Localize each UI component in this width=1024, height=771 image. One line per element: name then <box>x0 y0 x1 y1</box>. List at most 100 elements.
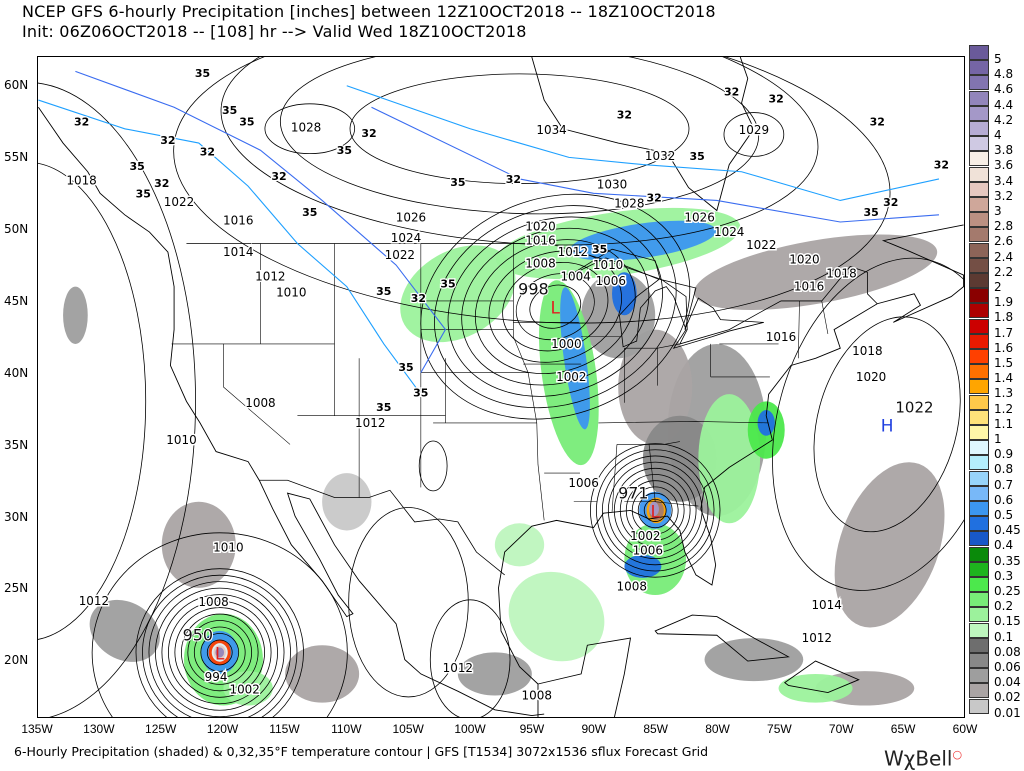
isobar-contour <box>279 57 760 215</box>
high-pressure-value: 1022 <box>895 398 933 416</box>
isobar-contour <box>155 587 285 717</box>
colorbar-label: 0.45 <box>994 523 1021 538</box>
colorbar-label: 3.8 <box>994 143 1014 158</box>
colorbar-label: 1.1 <box>994 416 1014 431</box>
temperature-label: 35 <box>450 176 465 189</box>
isobar-contour <box>433 205 677 409</box>
colorbar-label: 2 <box>994 280 1002 294</box>
temperature-label: 32 <box>870 116 885 129</box>
isobar-contour <box>142 574 298 717</box>
isobar-label: 1024 <box>714 225 744 239</box>
state-border <box>598 421 769 424</box>
low-pressure-marker: L <box>551 298 561 318</box>
lon-tick-label: 65W <box>890 722 916 736</box>
colorbar-label: 1.2 <box>994 401 1014 416</box>
colorbar-swatch <box>969 273 989 288</box>
temperature-label: 35 <box>413 387 428 400</box>
colorbar-swatch <box>969 379 989 395</box>
colorbar-label: 1.7 <box>994 325 1014 340</box>
wxbell-logo: WχBell○ <box>884 746 963 771</box>
lon-tick-label: 70W <box>828 722 854 736</box>
chart-subtitle: Init: 06Z06OCT2018 -- [108] hr --> Valid… <box>22 22 527 41</box>
lon-tick-label: 115W <box>269 722 300 736</box>
low-pressure-value: 950 <box>183 625 213 644</box>
colorbar-swatch <box>969 531 989 547</box>
colorbar-swatch <box>969 425 989 440</box>
precip-area <box>693 234 938 310</box>
colorbar-label: 4.8 <box>994 67 1014 82</box>
isobar-label: 1010 <box>593 258 623 272</box>
colorbar-swatch <box>969 516 989 532</box>
isobar-contour <box>613 467 697 553</box>
colorbar-swatch <box>969 105 989 121</box>
temperature-label: 32 <box>647 192 662 205</box>
isobar-contour <box>447 216 663 397</box>
colorbar-swatch <box>969 592 989 608</box>
isobar-contour <box>349 73 690 184</box>
isobar-contour <box>193 626 246 679</box>
lon-tick-label: 120W <box>206 722 239 736</box>
isobar-label: 1006 <box>633 544 663 558</box>
colorbar-swatch <box>969 151 989 167</box>
isobar-label: 1024 <box>391 231 421 245</box>
isobar-label: 1008 <box>525 257 555 271</box>
low-pressure-value: 971 <box>618 483 648 502</box>
us-canada-border <box>186 237 878 345</box>
isobar-label: 1000 <box>551 337 581 351</box>
isobar-contour <box>631 486 679 535</box>
temperature-label: 32 <box>411 292 426 305</box>
isobar-label: 1016 <box>525 234 555 248</box>
isobar-contour <box>601 455 709 566</box>
state-border <box>624 343 680 349</box>
temperature-label: 35 <box>398 361 413 374</box>
colorbar-label: 0.4 <box>994 538 1014 553</box>
isobar-contour <box>418 440 448 492</box>
isobar-contour <box>529 284 582 329</box>
colorbar-label: 0.7 <box>994 477 1014 492</box>
lat-tick-label: 55N <box>4 149 29 164</box>
isobar-contour <box>220 57 819 246</box>
colorbar-label: 0.2 <box>994 599 1014 614</box>
precip-area <box>834 462 945 628</box>
colorbar-swatch <box>969 257 989 273</box>
state-border <box>611 444 618 512</box>
isobar-label: 1020 <box>789 252 819 266</box>
temperature-label: 35 <box>337 144 352 157</box>
lon-tick-label: 130W <box>83 722 115 736</box>
temperature-contour <box>371 106 940 223</box>
isobar-label: 1030 <box>597 178 627 192</box>
colorbar-swatch <box>969 607 989 623</box>
great-lakes-outline <box>567 248 764 349</box>
isobar-contour <box>173 57 891 324</box>
west-coastline <box>38 106 545 717</box>
colorbar-swatch <box>969 303 989 319</box>
colorbar-label: 0.5 <box>994 508 1014 522</box>
colorbar-swatch <box>969 333 989 349</box>
isobar-label: 1008 <box>198 595 228 609</box>
low-pressure-marker: L <box>650 501 660 521</box>
isobar-contour <box>488 250 622 363</box>
chart-title: NCEP GFS 6-hourly Precipitation [inches]… <box>22 2 716 21</box>
isobar-contour <box>429 599 511 717</box>
us-mexico-border <box>259 479 505 576</box>
temperature-contour <box>38 99 422 395</box>
colorbar-label: 0.8 <box>994 462 1014 477</box>
lat-tick-label: 40N <box>4 365 29 380</box>
temperature-label: 35 <box>136 187 151 200</box>
lat-tick-label: 60N <box>4 77 29 92</box>
colorbar-swatch <box>969 45 989 60</box>
isobar-contour <box>187 620 253 685</box>
colorbar-swatch <box>969 318 989 334</box>
colorbar-swatch <box>969 364 989 380</box>
colorbar-label: 0.06 <box>994 660 1021 674</box>
isobar-contour <box>38 82 196 717</box>
temperature-label: 32 <box>200 146 215 159</box>
state-border <box>648 444 656 502</box>
isobar-label: 1014 <box>223 245 253 259</box>
isobar-contour <box>200 633 240 672</box>
isobar-contour <box>643 498 667 522</box>
colorbar-swatch <box>969 561 989 577</box>
isobar-label: 1020 <box>525 219 555 233</box>
isobar-contour <box>264 103 356 155</box>
